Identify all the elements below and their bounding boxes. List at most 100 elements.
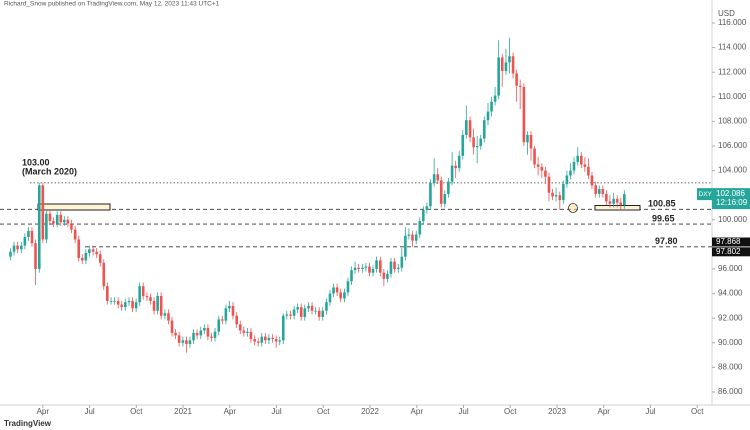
candle-body <box>59 214 63 223</box>
candle-body <box>163 313 167 316</box>
candle-body <box>533 148 536 165</box>
y-tick-label: 90.000 <box>718 338 743 347</box>
candle-body <box>195 332 199 336</box>
candle-body <box>70 223 73 230</box>
candle-body <box>123 302 127 308</box>
candle-body <box>472 137 475 148</box>
candle-body <box>9 251 12 257</box>
candle-body <box>339 292 342 299</box>
candle-body <box>23 236 27 246</box>
candle-body <box>371 268 375 273</box>
candle-body <box>63 219 66 223</box>
candle-body <box>554 195 558 197</box>
candle-body <box>364 266 368 268</box>
candle-body <box>206 328 210 337</box>
candle-body <box>612 198 615 204</box>
candle-body <box>389 261 393 274</box>
candle-body <box>249 331 253 340</box>
candle-body <box>425 206 429 210</box>
candle-body <box>518 85 522 87</box>
candle-body <box>500 57 504 71</box>
candle-body <box>619 202 623 206</box>
candle-body <box>515 73 518 86</box>
candle-body <box>88 249 91 253</box>
currency: USD <box>718 9 735 18</box>
candle-body <box>91 249 95 252</box>
candle-body <box>141 286 145 297</box>
candle-body <box>522 86 526 143</box>
candle-body <box>536 164 540 167</box>
indicator-box <box>712 247 750 257</box>
candle-body <box>361 267 364 269</box>
candle-body <box>461 134 465 156</box>
candle-body <box>98 254 102 263</box>
candle-body <box>343 292 346 299</box>
candle-body <box>475 145 479 148</box>
x-tick-label: Oct <box>504 407 517 416</box>
candle-body <box>120 304 124 308</box>
price-box <box>712 188 750 210</box>
candle-body <box>623 194 626 206</box>
candle-body <box>188 340 192 344</box>
candle-body <box>379 260 382 273</box>
indicator-box <box>712 237 750 247</box>
y-tick-label: 108.000 <box>718 116 747 125</box>
candle-body <box>213 331 217 338</box>
candle-body <box>601 189 605 194</box>
x-tick-label: Jul <box>458 407 468 416</box>
indicator-label: 97.868 <box>716 237 741 246</box>
candle-body <box>558 195 562 201</box>
candle-body <box>52 221 55 224</box>
candle-body <box>149 297 152 301</box>
y-tick-label: 100.000 <box>718 215 747 224</box>
candle-body <box>77 239 81 258</box>
candle-body <box>264 336 267 341</box>
candle-body <box>450 165 454 182</box>
level-label: 100.85 <box>648 199 676 209</box>
candle-body <box>396 267 400 269</box>
candle-body <box>116 300 120 305</box>
candle-body <box>332 287 335 294</box>
candle-body <box>192 332 195 341</box>
candle-body <box>210 336 213 338</box>
candle-body <box>346 281 350 293</box>
candle-body <box>400 256 404 268</box>
candle-body <box>281 315 285 341</box>
candle-body <box>429 182 432 207</box>
symbol-label: DXY <box>699 191 713 198</box>
candle-body <box>393 261 396 269</box>
candle-body <box>562 184 565 201</box>
candle-body <box>547 176 551 193</box>
candle-body <box>34 243 37 269</box>
candle-body <box>224 308 228 321</box>
candle-body <box>317 310 321 317</box>
candle-body <box>335 287 339 293</box>
candle-body <box>159 296 163 316</box>
x-tick-label: Oct <box>317 407 330 416</box>
candle-body <box>106 286 109 301</box>
axes: 86.00088.00090.00092.00094.00096.00098.0… <box>37 18 750 416</box>
candle-body <box>443 193 447 204</box>
candle-body <box>267 337 271 341</box>
candle-body <box>407 234 411 236</box>
x-tick-label: Oct <box>691 407 704 416</box>
candle-body <box>540 166 544 171</box>
candle-body <box>386 273 389 279</box>
candle-body <box>529 134 533 149</box>
candle-body <box>73 229 77 240</box>
candle-body <box>447 181 450 194</box>
candle-body <box>597 189 601 194</box>
candle-body <box>325 302 328 311</box>
candle-body <box>439 180 443 204</box>
candle-body <box>479 138 483 146</box>
candle-body <box>235 315 239 325</box>
candle-body <box>590 175 594 186</box>
level-label: 99.65 <box>652 213 675 223</box>
y-tick-label: 106.000 <box>718 141 747 150</box>
candle-body <box>615 198 619 203</box>
candle-body <box>457 155 461 169</box>
candle-body <box>177 335 181 343</box>
candle-body <box>16 245 19 250</box>
